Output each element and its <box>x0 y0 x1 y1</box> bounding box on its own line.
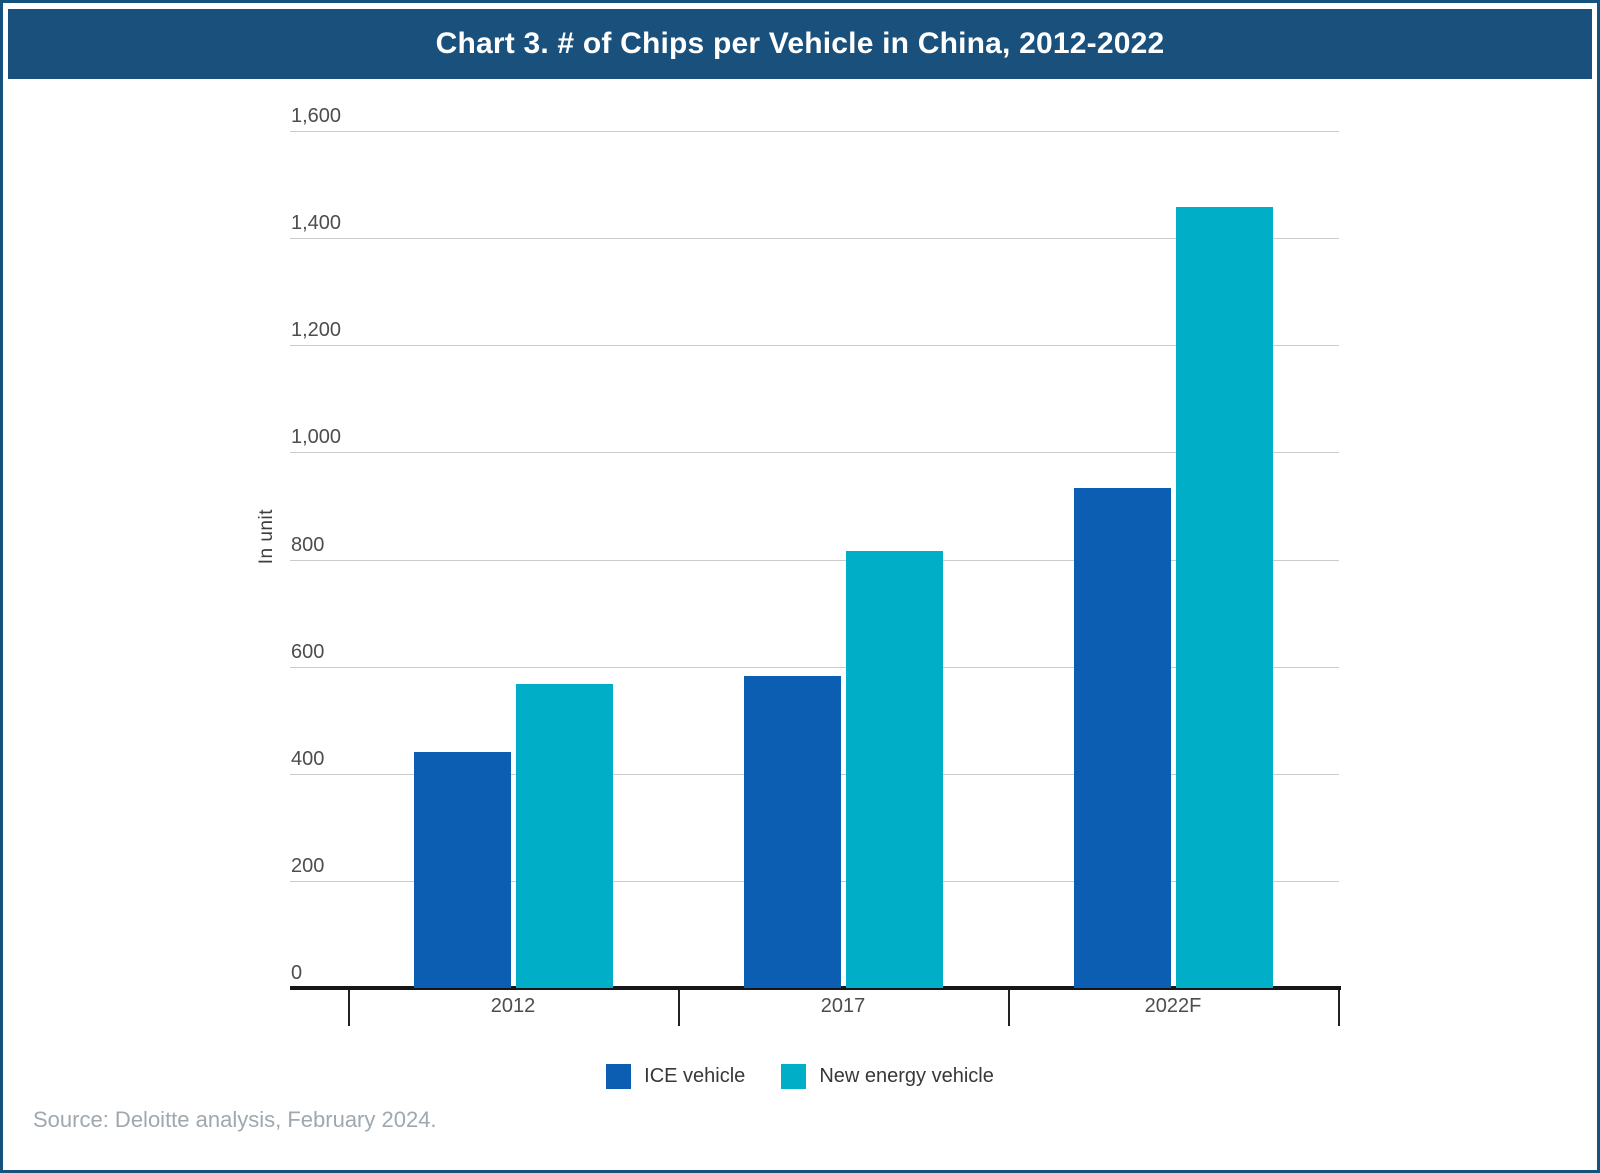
bar-ice-vehicle-2017 <box>743 675 841 988</box>
x-axis-tick-0 <box>348 990 350 1026</box>
x-axis-tick-2 <box>1008 990 1010 1026</box>
legend-swatch-ice-vehicle-icon <box>606 1064 632 1089</box>
legend-label-new-energy-vehicle: New energy vehicle <box>819 1065 994 1087</box>
gridline-800 <box>290 559 1339 561</box>
bar-ice-vehicle-2022f <box>1073 488 1171 988</box>
legend: ICE vehicle New energy vehicle <box>3 1064 1597 1089</box>
bar-ice-vehicle-2012 <box>413 752 511 988</box>
bar-new-energy-vehicle-2017 <box>845 551 943 988</box>
gridline-1400 <box>290 238 1339 240</box>
gridline-600 <box>290 666 1339 668</box>
y-tick-label-1600: 1,600 <box>291 105 342 127</box>
bar-new-energy-vehicle-2022f <box>1175 206 1273 988</box>
legend-item-new-energy-vehicle: New energy vehicle <box>781 1064 994 1089</box>
x-category-label-2012: 2012 <box>490 995 536 1017</box>
y-tick-label-600: 600 <box>291 640 325 663</box>
y-tick-label-200: 200 <box>291 854 325 877</box>
plot-area: 0 200 400 600 800 1,000 1,200 1,400 1,600 2012 201… <box>290 105 1341 1026</box>
y-tick-label-1000: 1,000 <box>291 426 342 449</box>
y-tick-label-400: 400 <box>291 747 325 770</box>
y-tick-label-1400: 1,400 <box>291 212 342 235</box>
y-tick-label-1200: 1,200 <box>291 319 342 342</box>
source-note: Source: Deloitte analysis, February 2024… <box>33 1107 437 1132</box>
y-axis-label: In unit <box>256 509 277 565</box>
gridline-1200 <box>290 345 1339 347</box>
legend-item-ice-vehicle: ICE vehicle <box>606 1064 745 1089</box>
y-tick-label-0: 0 <box>291 962 303 984</box>
x-axis-tick-1 <box>678 990 680 1026</box>
y-tick-label-800: 800 <box>291 533 325 556</box>
x-category-label-2022f: 2022F <box>1144 995 1202 1017</box>
x-axis-line <box>290 986 1341 990</box>
gridline-1000 <box>290 452 1339 454</box>
x-axis-tick-3 <box>1338 990 1340 1026</box>
bar-new-energy-vehicle-2012 <box>515 684 613 988</box>
gridline-1600 <box>290 131 1339 132</box>
x-category-label-2017: 2017 <box>820 995 866 1017</box>
title-bar: Chart 3. # of Chips per Vehicle in China… <box>8 9 1592 79</box>
legend-label-ice-vehicle: ICE vehicle <box>644 1065 746 1087</box>
legend-swatch-new-energy-vehicle-icon <box>781 1064 807 1089</box>
chart-title: Chart 3. # of Chips per Vehicle in China… <box>435 27 1165 60</box>
